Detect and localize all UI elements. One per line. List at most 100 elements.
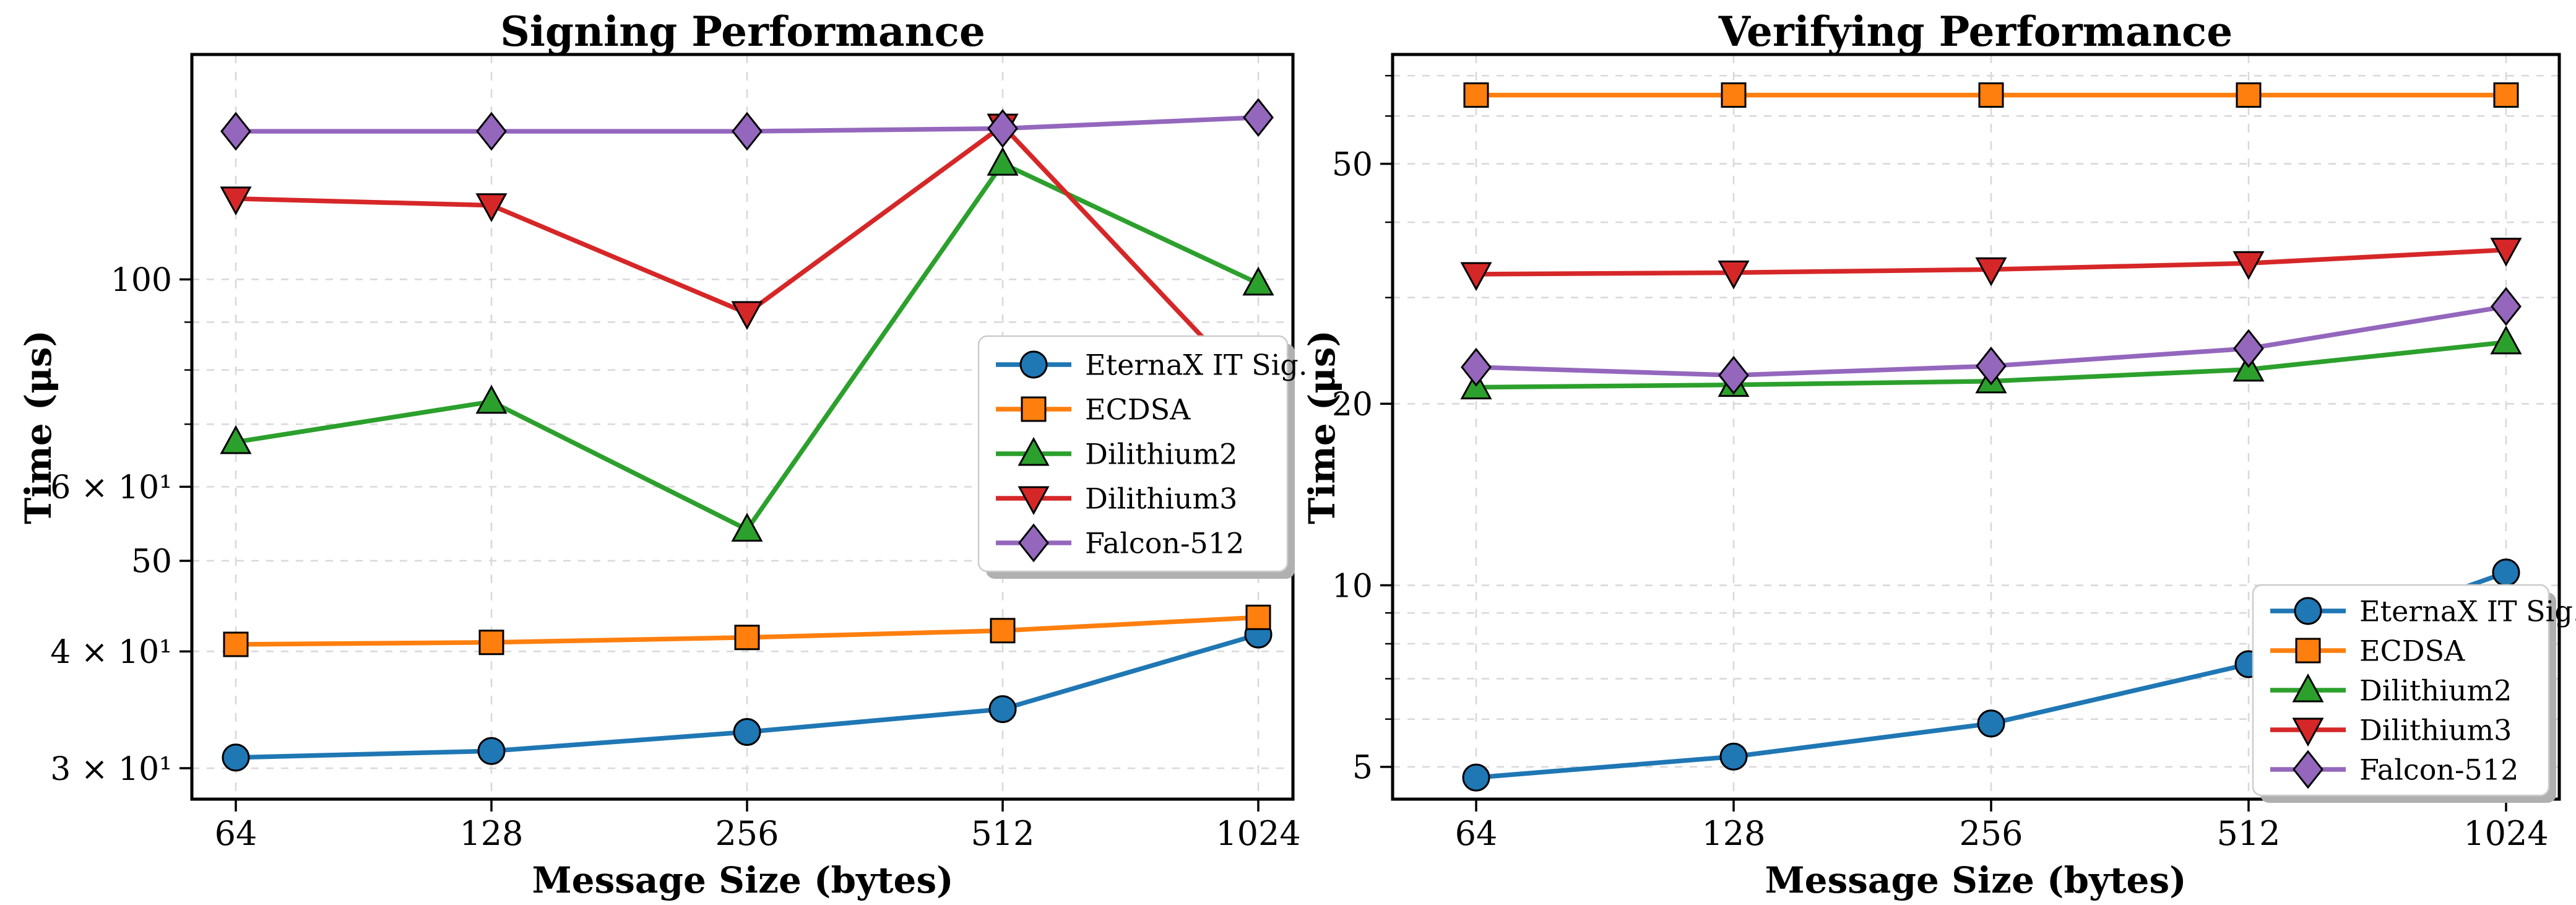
data-point-marker bbox=[1978, 82, 2004, 108]
data-point-marker bbox=[2233, 329, 2264, 368]
y-tick-label: 4 × 10¹ bbox=[50, 634, 172, 671]
series-eternax-it-sig- bbox=[222, 620, 1273, 772]
legend-label: Dilithium2 bbox=[2359, 674, 2512, 708]
data-point-marker bbox=[1243, 98, 1274, 137]
data-point-marker bbox=[1718, 260, 1750, 290]
y-tick-label: 50 bbox=[1332, 146, 1373, 183]
x-tick-label: 64 bbox=[1455, 814, 1498, 853]
legend-label: EternaX IT Sig. bbox=[2359, 595, 2576, 628]
legend-item-falcon-512: Falcon-512 bbox=[996, 523, 1244, 563]
data-point-marker bbox=[1245, 604, 1271, 630]
legend-item-ecdsa: ECDSA bbox=[996, 393, 1191, 427]
x-axis-ticks: 64 128 256 512 1024 bbox=[1455, 799, 2549, 853]
legend-box bbox=[2252, 584, 2550, 797]
data-point-marker bbox=[733, 718, 761, 747]
data-point-marker bbox=[1018, 486, 1050, 516]
legend-item-dilithium2: Dilithium2 bbox=[2270, 673, 2512, 708]
legend-item-falcon-512: Falcon-512 bbox=[2270, 750, 2518, 789]
data-point-marker bbox=[1721, 82, 1747, 108]
series-dilithium3 bbox=[1460, 238, 2522, 292]
data-point-marker bbox=[477, 737, 506, 765]
legend-item-eternax-it-sig-: EternaX IT Sig. bbox=[996, 349, 1307, 382]
series-dilithium2 bbox=[220, 147, 1274, 542]
data-point-marker bbox=[2236, 82, 2262, 108]
y-tick-label: 20 bbox=[1332, 386, 1373, 423]
x-tick-label: 128 bbox=[459, 814, 523, 853]
legend-label: Dilithium3 bbox=[2359, 714, 2512, 747]
data-point-marker bbox=[2490, 238, 2522, 267]
legend-label: ECDSA bbox=[2359, 634, 2465, 668]
signing-chart-title: Signing Performance bbox=[500, 7, 985, 56]
data-point-marker bbox=[475, 193, 508, 222]
legend-item-dilithium3: Dilithium3 bbox=[996, 482, 1237, 516]
data-point-marker bbox=[1019, 350, 1048, 379]
chart-verifying: 64 128 256 512 1024 50 20 10 5 EternaX IT Sig. ECD… bbox=[1332, 53, 2576, 853]
legend-item-ecdsa: ECDSA bbox=[2270, 634, 2465, 668]
data-point-marker bbox=[1461, 347, 1492, 387]
legend-label: ECDSA bbox=[1085, 393, 1191, 427]
data-point-marker bbox=[1977, 709, 2005, 738]
data-point-marker bbox=[2232, 251, 2265, 280]
data-point-marker bbox=[1719, 742, 1748, 771]
y-tick-label: 3 × 10¹ bbox=[50, 751, 172, 788]
data-point-marker bbox=[1242, 266, 1274, 296]
data-point-marker bbox=[734, 625, 760, 651]
legend: EternaX IT Sig. ECDSA Dilithium2 Dilithium3… bbox=[977, 335, 1307, 579]
data-point-marker bbox=[987, 147, 1019, 176]
data-point-marker bbox=[1975, 257, 2007, 287]
legend-label: EternaX IT Sig. bbox=[1085, 349, 1307, 382]
data-point-marker bbox=[1718, 355, 1749, 395]
legend-label: Falcon-512 bbox=[1085, 527, 1244, 560]
x-tick-label: 512 bbox=[2216, 814, 2280, 853]
data-point-marker bbox=[1018, 523, 1049, 563]
data-point-marker bbox=[2295, 638, 2321, 664]
signing-yaxis-label: Time (μs) bbox=[17, 330, 59, 524]
legend-label: Dilithium3 bbox=[1085, 482, 1237, 516]
legend-item-eternax-it-sig-: EternaX IT Sig. bbox=[2270, 595, 2576, 628]
y-axis-ticks: 100 6 × 10¹ 50 4 × 10¹ 3 × 10¹ bbox=[50, 262, 192, 788]
y-gridlines bbox=[192, 279, 1293, 769]
x-gridlines bbox=[1475, 54, 2507, 799]
verifying-chart-title: Verifying Performance bbox=[1718, 7, 2233, 56]
data-point-marker bbox=[476, 111, 507, 151]
data-point-marker bbox=[220, 425, 252, 454]
verifying-yaxis-label: Time (μs) bbox=[1301, 330, 1343, 524]
legend: EternaX IT Sig. ECDSA Dilithium2 Dilithium3… bbox=[2252, 584, 2576, 803]
series-falcon-512 bbox=[1461, 287, 2522, 395]
data-point-marker bbox=[2294, 597, 2322, 625]
x-tick-label: 128 bbox=[1701, 814, 1765, 853]
x-tick-label: 1024 bbox=[1216, 814, 1300, 853]
x-tick-label: 256 bbox=[715, 814, 779, 853]
series-falcon-512 bbox=[220, 98, 1274, 151]
data-point-marker bbox=[220, 186, 252, 216]
data-point-marker bbox=[1018, 436, 1050, 466]
y-tick-label: 5 bbox=[1352, 750, 1373, 787]
x-tick-label: 256 bbox=[1959, 814, 2023, 853]
data-point-marker bbox=[2292, 717, 2324, 747]
y-tick-label: 100 bbox=[111, 262, 172, 299]
chart-signing: 64 128 256 512 1024 100 6 × 10¹ 50 4 × 10¹ 3 × 10… bbox=[50, 53, 1307, 853]
y-tick-label: 10 bbox=[1332, 568, 1373, 605]
data-point-marker bbox=[2490, 325, 2522, 355]
y-axis-ticks: 50 20 10 5 bbox=[1332, 75, 1393, 787]
data-point-marker bbox=[987, 109, 1018, 149]
data-point-marker bbox=[475, 384, 508, 414]
data-point-marker bbox=[2293, 750, 2323, 789]
y-tick-label: 6 × 10¹ bbox=[50, 469, 172, 506]
data-point-marker bbox=[1460, 262, 1492, 292]
x-tick-label: 64 bbox=[215, 814, 257, 853]
data-point-marker bbox=[2493, 82, 2519, 108]
data-point-marker bbox=[988, 695, 1017, 724]
x-axis-ticks: 64 128 256 512 1024 bbox=[215, 799, 1301, 853]
legend-label: Falcon-512 bbox=[2359, 753, 2518, 787]
data-point-marker bbox=[1976, 346, 2007, 386]
data-point-marker bbox=[2292, 673, 2324, 703]
data-point-marker bbox=[223, 631, 249, 657]
data-point-marker bbox=[731, 513, 763, 542]
data-point-marker bbox=[731, 301, 763, 331]
data-point-marker bbox=[2492, 558, 2520, 587]
data-point-marker bbox=[1021, 396, 1047, 422]
legend-item-dilithium2: Dilithium2 bbox=[996, 436, 1237, 471]
plot-frame bbox=[1391, 53, 2561, 801]
